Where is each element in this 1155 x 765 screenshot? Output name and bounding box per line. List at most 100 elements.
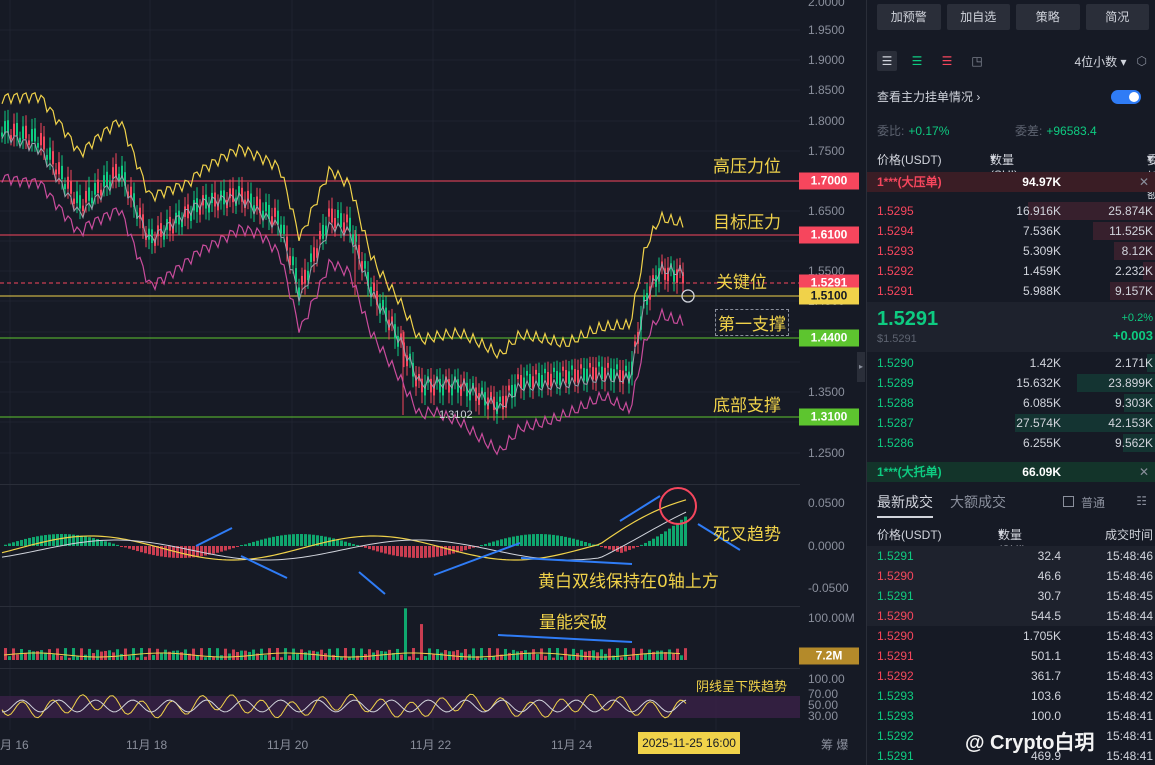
price-tag-target: 1.6100: [799, 226, 859, 244]
volume-bar: [384, 651, 387, 660]
macd-bar: [224, 546, 227, 551]
main-orders-toggle[interactable]: [1111, 90, 1141, 104]
ask-row[interactable]: 1.5294 7.536K 11.525K: [867, 221, 1155, 241]
volume-bar: [316, 651, 319, 660]
candle-body: [61, 165, 63, 180]
both-sides-view-icon[interactable]: ☰: [877, 51, 897, 71]
candle-body: [94, 183, 96, 195]
add-watchlist-button[interactable]: 加自选: [946, 4, 1010, 30]
filter-icon[interactable]: ☷: [1136, 494, 1147, 508]
bid-row[interactable]: 1.5290 1.42K 2.171K: [867, 353, 1155, 373]
depth-view-icon[interactable]: ◳: [971, 54, 983, 68]
trade-row[interactable]: 1.5290 46.6 15:48:46: [867, 566, 1155, 586]
volume-bar: [340, 656, 343, 660]
qty-col-header[interactable]: 数量 (SUI) ▾: [990, 151, 1018, 182]
trade-row[interactable]: 1.5291 32.4 15:48:46: [867, 546, 1155, 566]
add-alert-button[interactable]: 加预警: [877, 4, 941, 30]
trade-row[interactable]: 1.5291 501.1 15:48:43: [867, 646, 1155, 666]
big-bid-row[interactable]: 1***(大托单) 66.09K ✕: [867, 462, 1155, 482]
volume-bar: [296, 653, 299, 660]
candle-body: [673, 270, 675, 282]
macd-bar: [56, 534, 59, 546]
volume-bar: [364, 654, 367, 660]
macd-bar: [100, 540, 103, 546]
trade-row[interactable]: 1.5291 469.9 15:48:41: [867, 746, 1155, 765]
trade-qty: 501.1: [1030, 649, 1061, 663]
trade-row[interactable]: 1.5291 30.7 15:48:45: [867, 586, 1155, 606]
candle-body: [10, 135, 12, 140]
depth-bar: [1028, 202, 1155, 220]
ask-row[interactable]: 1.5292 1.459K 2.232K: [867, 261, 1155, 281]
candle-body: [313, 247, 315, 262]
bollinger-upper: [1, 92, 684, 360]
candle-body: [445, 376, 447, 383]
settings-icon[interactable]: ⬡: [1136, 54, 1147, 68]
macd-bar: [416, 546, 419, 558]
macd-bar: [232, 546, 235, 549]
volume-bar: [536, 654, 539, 660]
macd-bar: [424, 546, 427, 558]
candle-body: [346, 214, 348, 223]
macd-bar: [544, 534, 547, 546]
macd-bar: [496, 540, 499, 546]
volume-bar: [396, 648, 399, 660]
overview-button[interactable]: 简况: [1085, 4, 1149, 30]
close-icon[interactable]: ✕: [1138, 175, 1149, 189]
volume-bar: [264, 655, 267, 660]
candle-body: [514, 384, 516, 397]
trade-qty: 46.6: [1037, 569, 1061, 583]
asks-view-icon[interactable]: ☰: [941, 54, 953, 68]
bid-row[interactable]: 1.5286 6.255K 9.562K: [867, 433, 1155, 453]
volume-bar: [172, 650, 175, 660]
candle-body: [196, 198, 198, 213]
bollinger-lower: [1, 173, 684, 456]
precision-select[interactable]: 4位小数 ▾: [1074, 54, 1127, 69]
price-chart[interactable]: 2.0000 1.9500 1.9000 1.8500 1.8000 1.750…: [0, 0, 862, 765]
candle-body: [139, 207, 141, 219]
total-col-header[interactable]: 委托额 ▾: [1146, 151, 1155, 201]
annotation-yellow-white-lines: 黄白双线保持在0轴上方: [538, 572, 719, 592]
ask-row[interactable]: 1.5291 5.988K 9.157K: [867, 281, 1155, 301]
normal-checkbox[interactable]: [1063, 496, 1074, 507]
trade-row[interactable]: 1.5292 361.7 15:48:43: [867, 666, 1155, 686]
bid-row[interactable]: 1.5289 15.632K 23.899K: [867, 373, 1155, 393]
volume-bar: [400, 654, 403, 660]
candle-body: [373, 283, 375, 291]
trade-row[interactable]: 1.5290 544.5 15:48:44: [867, 606, 1155, 626]
annotation-resistance-high: 高压力位: [713, 157, 781, 177]
ask-total: 11.525K: [1109, 224, 1153, 238]
chip-toggle[interactable]: 筹 爆: [821, 738, 849, 752]
volume-bar: [648, 649, 651, 660]
trade-qty: 30.7: [1037, 589, 1061, 603]
ask-row[interactable]: 1.5295 16.916K 25.874K: [867, 201, 1155, 221]
tab-large-trades[interactable]: 大额成交: [950, 494, 1006, 510]
trade-row[interactable]: 1.5290 1.705K 15:48:43: [867, 626, 1155, 646]
trade-row[interactable]: 1.5293 103.6 15:48:42: [867, 686, 1155, 706]
main-orders-label[interactable]: 查看主力挂单情况 ›: [877, 90, 981, 104]
panel-collapse-handle[interactable]: ▸: [857, 352, 865, 382]
ratio-row: 委比: +0.17% 委差: +96583.4: [877, 122, 1147, 139]
candle-body: [232, 188, 234, 203]
trade-row[interactable]: 1.5292 15:48:41: [867, 726, 1155, 746]
candle-body: [379, 303, 381, 314]
big-ask-row[interactable]: 1***(大压单) 94.97K ✕: [867, 172, 1155, 192]
chart-canvas[interactable]: [0, 0, 800, 765]
tab-latest-trades[interactable]: 最新成交: [877, 492, 933, 518]
close-icon[interactable]: ✕: [1138, 465, 1149, 479]
bids-view-icon[interactable]: ☰: [911, 54, 923, 68]
trade-qty-header[interactable]: 数量(SUI) ▾: [998, 526, 1026, 557]
trade-row[interactable]: 1.5293 100.0 15:48:41: [867, 706, 1155, 726]
volume-bar: [404, 608, 407, 660]
candle-body: [388, 319, 390, 331]
candle-body: [322, 224, 324, 239]
ask-row[interactable]: 1.5293 5.309K 8.12K: [867, 241, 1155, 261]
trade-price: 1.5292: [877, 669, 914, 683]
macd-bar: [396, 546, 399, 557]
bid-row[interactable]: 1.5287 27.574K 42.153K: [867, 413, 1155, 433]
last-price: 1.5291: [877, 308, 939, 330]
volume-bar: [152, 654, 155, 660]
bid-row[interactable]: 1.5288 6.085K 9.303K: [867, 393, 1155, 413]
strategy-button[interactable]: 策略: [1016, 4, 1080, 30]
macd-bar: [604, 546, 607, 549]
candle-body: [538, 373, 540, 386]
